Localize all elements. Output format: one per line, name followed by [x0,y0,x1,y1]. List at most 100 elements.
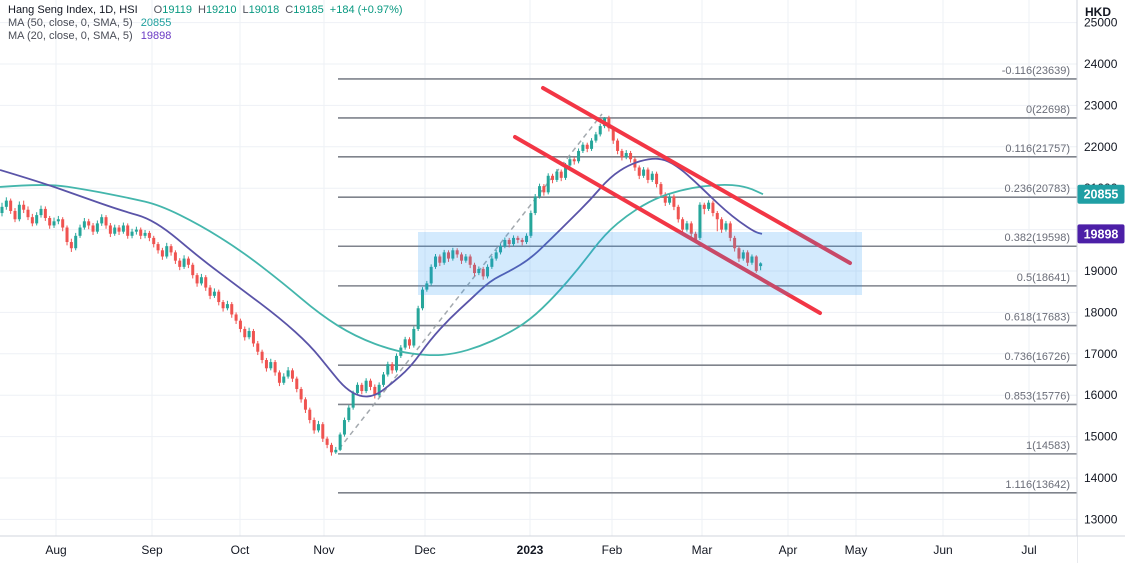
candle-body [160,250,164,257]
time-axis-strip[interactable] [0,536,1077,563]
month-tick-label: Sep [141,543,163,557]
candle-body [663,194,667,203]
candle-body [728,223,732,238]
fib-level-label: 0.736(16726) [1005,351,1070,363]
candle-body [74,235,78,249]
candle-body [551,175,555,180]
candle-body [108,225,112,234]
candle-body [35,215,39,224]
candle-body [564,165,568,178]
candle-body [78,227,82,236]
candle-body [425,283,429,290]
candle-body [282,376,286,383]
fib-retracement-levels[interactable]: -0.116(23639) 0(22698) 0.116(21757) 0.236(2… [338,65,1077,494]
candle-body [121,225,125,232]
upper-channel-line[interactable] [541,86,852,265]
candle-body [490,258,494,267]
fib-level-label: 0.5(18641) [1017,272,1070,284]
candle-body [507,239,511,245]
candle-body [659,184,663,195]
candle-body [577,150,581,162]
candle-body [212,291,216,296]
dashed-trendline[interactable] [338,113,603,450]
candle-body [17,204,21,220]
candle-body [260,351,264,361]
red-trend-channel[interactable] [513,86,852,315]
candle-body [56,219,60,222]
candle-body [624,153,628,158]
dashed-trendline-segment[interactable] [338,113,603,450]
candle-body [581,144,585,151]
candle-body [290,370,294,379]
candle-body [412,328,416,346]
symbol-title[interactable]: Hang Seng Index, 1D, HSI [8,4,138,16]
candle-body [61,219,65,228]
candle-body [616,140,620,151]
candle-body [407,339,411,346]
price-axis[interactable]: HKD2500024000230002200021000200001900018… [1076,0,1125,563]
ohlc-values: O19119 H19210 L19018 C19185 [148,4,324,16]
price-tick-label: 25000 [1084,16,1118,30]
candle-body [668,196,672,203]
candle-body [143,232,147,236]
candle-body [199,277,203,284]
candle-body [30,217,34,224]
highlight-zone-box[interactable] [418,232,862,295]
candle-body [195,275,199,284]
ma50-line [0,184,764,357]
ohlc-value: 19119 [162,4,192,16]
candle-body [689,223,693,234]
ma20-legend-row[interactable]: MA (20, close, 0, SMA, 5) 19898 [8,30,403,43]
candle-body [43,208,47,219]
candle-body [100,217,104,224]
candle-body [152,237,156,245]
candle-body [308,409,312,421]
ma50-legend-row[interactable]: MA (50, close, 0, SMA, 5) 20855 [8,17,403,30]
highlight-zone[interactable] [418,232,862,295]
price-badge-value: 20855 [1084,188,1119,202]
candle-body [460,254,464,261]
candle-body [334,449,338,453]
lower-channel-line[interactable] [513,135,822,315]
candle-body [26,209,30,218]
candle-body [217,291,221,303]
price-axis-strip[interactable] [1077,0,1125,563]
candle-body [273,362,277,373]
price-tick-label: 23000 [1084,98,1118,112]
candle-body [468,256,472,265]
candle-body [746,252,750,263]
candle-body [299,388,303,400]
candle-body [394,355,398,371]
candle-body [750,256,754,263]
candle-body [590,140,594,149]
candle-body [568,159,572,166]
candle-body [650,173,654,180]
candle-body [95,223,99,232]
candle-body [538,186,542,197]
price-tick-label: 22000 [1084,140,1118,154]
candle-body [169,246,173,253]
candle-body [572,159,576,162]
legend: Hang Seng Index, 1D, HSI O19119 H19210 L190… [8,4,403,43]
candle-body [295,378,299,389]
candle-body [585,144,589,149]
month-tick-label: Nov [313,543,334,557]
price-tick-label: 14000 [1084,471,1118,485]
symbol-legend-row[interactable]: Hang Seng Index, 1D, HSI O19119 H19210 L190… [8,4,403,17]
candle-body [512,237,516,245]
candle-body [65,227,69,243]
month-tick-label: Apr [779,543,798,557]
candle-body [447,252,451,259]
moving-averages [0,157,764,398]
candle-body [702,204,706,209]
candle-body [316,424,320,431]
fib-level-label: 0.236(20783) [1005,183,1070,195]
candle-body [720,219,724,230]
candle-body [481,268,485,277]
candle-body [39,208,43,216]
candle-body [126,225,130,236]
ohlc-value: 19210 [205,4,237,16]
time-axis[interactable]: Aug Sep Oct Nov Dec 2023 Feb Mar Apr May Jun Jul [0,535,1125,563]
candle-body [104,217,108,226]
